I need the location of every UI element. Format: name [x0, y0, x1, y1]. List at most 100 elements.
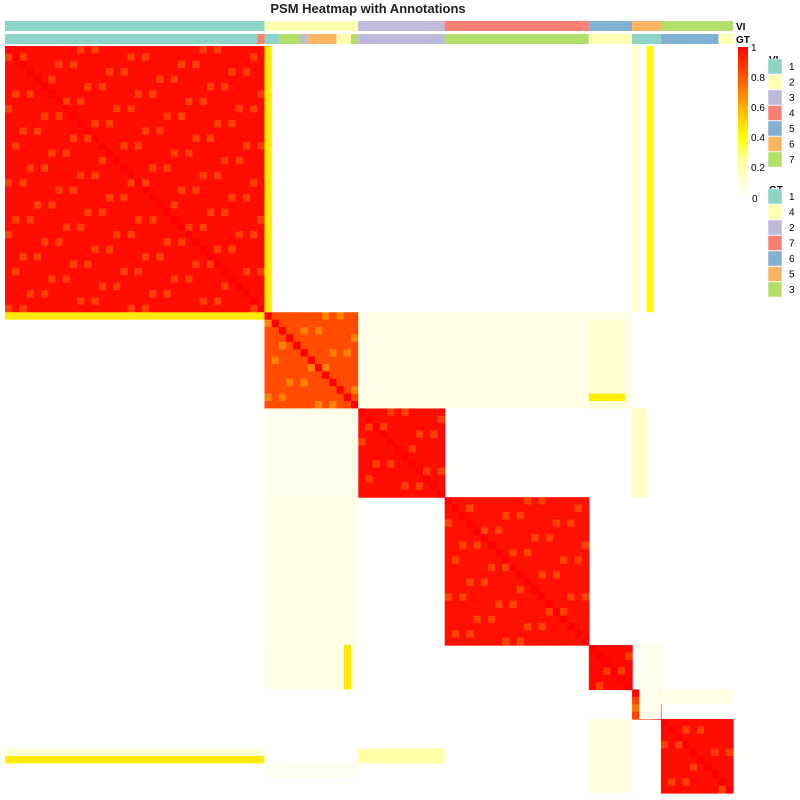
heatmap-cell	[69, 134, 78, 143]
heatmap-cell	[322, 371, 330, 380]
heatmap-cell	[141, 82, 150, 91]
heatmap-cell	[55, 223, 64, 232]
heatmap-cell	[228, 245, 237, 254]
heatmap-cell	[105, 267, 114, 276]
heatmap-cell	[286, 327, 294, 336]
heatmap-cell	[12, 304, 21, 313]
heatmap-cell	[502, 585, 511, 594]
heatmap-cell	[5, 282, 13, 291]
heatmap-cell	[214, 260, 222, 269]
heatmap-cell	[257, 164, 266, 173]
heatmap-cell	[41, 304, 49, 313]
heatmap-cell	[242, 171, 251, 180]
heatmap-cell	[682, 756, 691, 765]
heatmap-cell	[725, 756, 734, 765]
heatmap-cell	[480, 578, 489, 587]
heatmap-cell	[55, 179, 64, 188]
heatmap-cell	[250, 290, 258, 299]
heatmap-cell	[77, 245, 85, 254]
heatmap-cell	[509, 511, 518, 520]
heatmap-cell	[293, 401, 302, 410]
heatmap-cell	[343, 341, 352, 350]
heatmap-cell	[242, 275, 251, 284]
heatmap-cell	[120, 230, 129, 239]
heatmap-cell	[430, 408, 439, 417]
heatmap-cell	[257, 223, 266, 232]
heatmap-cell	[242, 149, 251, 158]
heatmap-cell	[84, 119, 93, 128]
heatmap-cell	[127, 97, 136, 106]
heatmap-cell	[668, 770, 676, 779]
heatmap-cell	[170, 208, 179, 217]
heatmap-cell	[372, 452, 381, 461]
heatmap-cell	[105, 186, 114, 195]
heatmap-cell	[185, 68, 194, 77]
heatmap-cell	[149, 127, 157, 136]
heatmap-cell	[228, 297, 237, 306]
heatmap-cell	[127, 134, 136, 143]
heatmap-cell	[336, 386, 345, 395]
heatmap-cell	[149, 112, 157, 121]
heatmap-cell	[163, 171, 172, 180]
heatmap-cell	[177, 105, 186, 114]
heatmap-cell	[466, 608, 475, 617]
heatmap-cell	[235, 90, 244, 99]
heatmap-cell	[689, 778, 698, 787]
heatmap-cell	[192, 230, 201, 239]
heatmap-cell	[444, 585, 453, 594]
heatmap-cell	[387, 452, 395, 461]
heatmap-cell	[437, 437, 446, 446]
heatmap-cell	[113, 90, 121, 99]
heatmap-cell	[235, 186, 244, 195]
heatmap-cell	[358, 445, 366, 454]
heatmap-cell	[689, 770, 698, 779]
heatmap-cell	[581, 608, 590, 617]
heatmap-cell	[523, 637, 532, 646]
heatmap-cell	[105, 75, 114, 84]
heatmap-cell	[322, 386, 330, 395]
heatmap-cell	[77, 119, 85, 128]
heatmap-cell	[545, 593, 554, 602]
heatmap-cell	[343, 386, 352, 395]
heatmap-cell	[214, 179, 222, 188]
heatmap-cell	[560, 593, 568, 602]
heatmap-cell	[235, 216, 244, 225]
heatmap-cell	[329, 327, 338, 336]
heatmap-cell	[538, 593, 547, 602]
heatmap-cell	[336, 327, 345, 336]
heatmap-cell	[502, 511, 511, 520]
heatmap-cell	[617, 682, 626, 691]
heatmap-cell	[379, 482, 388, 491]
heatmap-cell	[343, 393, 352, 402]
heatmap-cell	[696, 756, 705, 765]
heatmap-cell	[156, 275, 165, 284]
heatmap-cell	[610, 652, 619, 661]
heatmap-cell	[214, 53, 222, 62]
heatmap-cell	[127, 193, 136, 202]
heatmap-cell	[185, 253, 194, 262]
heatmap-cell	[149, 186, 157, 195]
heatmap-cell	[567, 578, 576, 587]
heatmap-cell	[250, 186, 258, 195]
heatmap-cell	[286, 341, 294, 350]
heatmap-cell	[134, 149, 143, 158]
heatmap-cell	[516, 578, 525, 587]
heatmap-cell	[509, 630, 518, 639]
heatmap-cell	[278, 378, 287, 387]
heatmap-cell	[531, 519, 539, 528]
heatmap-cell	[206, 238, 215, 247]
heatmap-cell	[250, 105, 258, 114]
heatmap-cell	[141, 149, 150, 158]
heatmap-cell	[711, 770, 720, 779]
heatmap-cell	[250, 90, 258, 99]
heatmap-cell	[466, 578, 475, 587]
heatmap-cell	[250, 201, 258, 210]
heatmap-cell	[257, 290, 266, 299]
heatmap-cell	[91, 105, 100, 114]
heatmap-cell	[185, 230, 194, 239]
heatmap-cell	[55, 201, 64, 210]
cluster-block-1	[5, 46, 266, 313]
legend-swatch	[767, 74, 783, 90]
heatmap-offdiag-block-14	[5, 748, 265, 757]
heatmap-cell	[91, 186, 100, 195]
